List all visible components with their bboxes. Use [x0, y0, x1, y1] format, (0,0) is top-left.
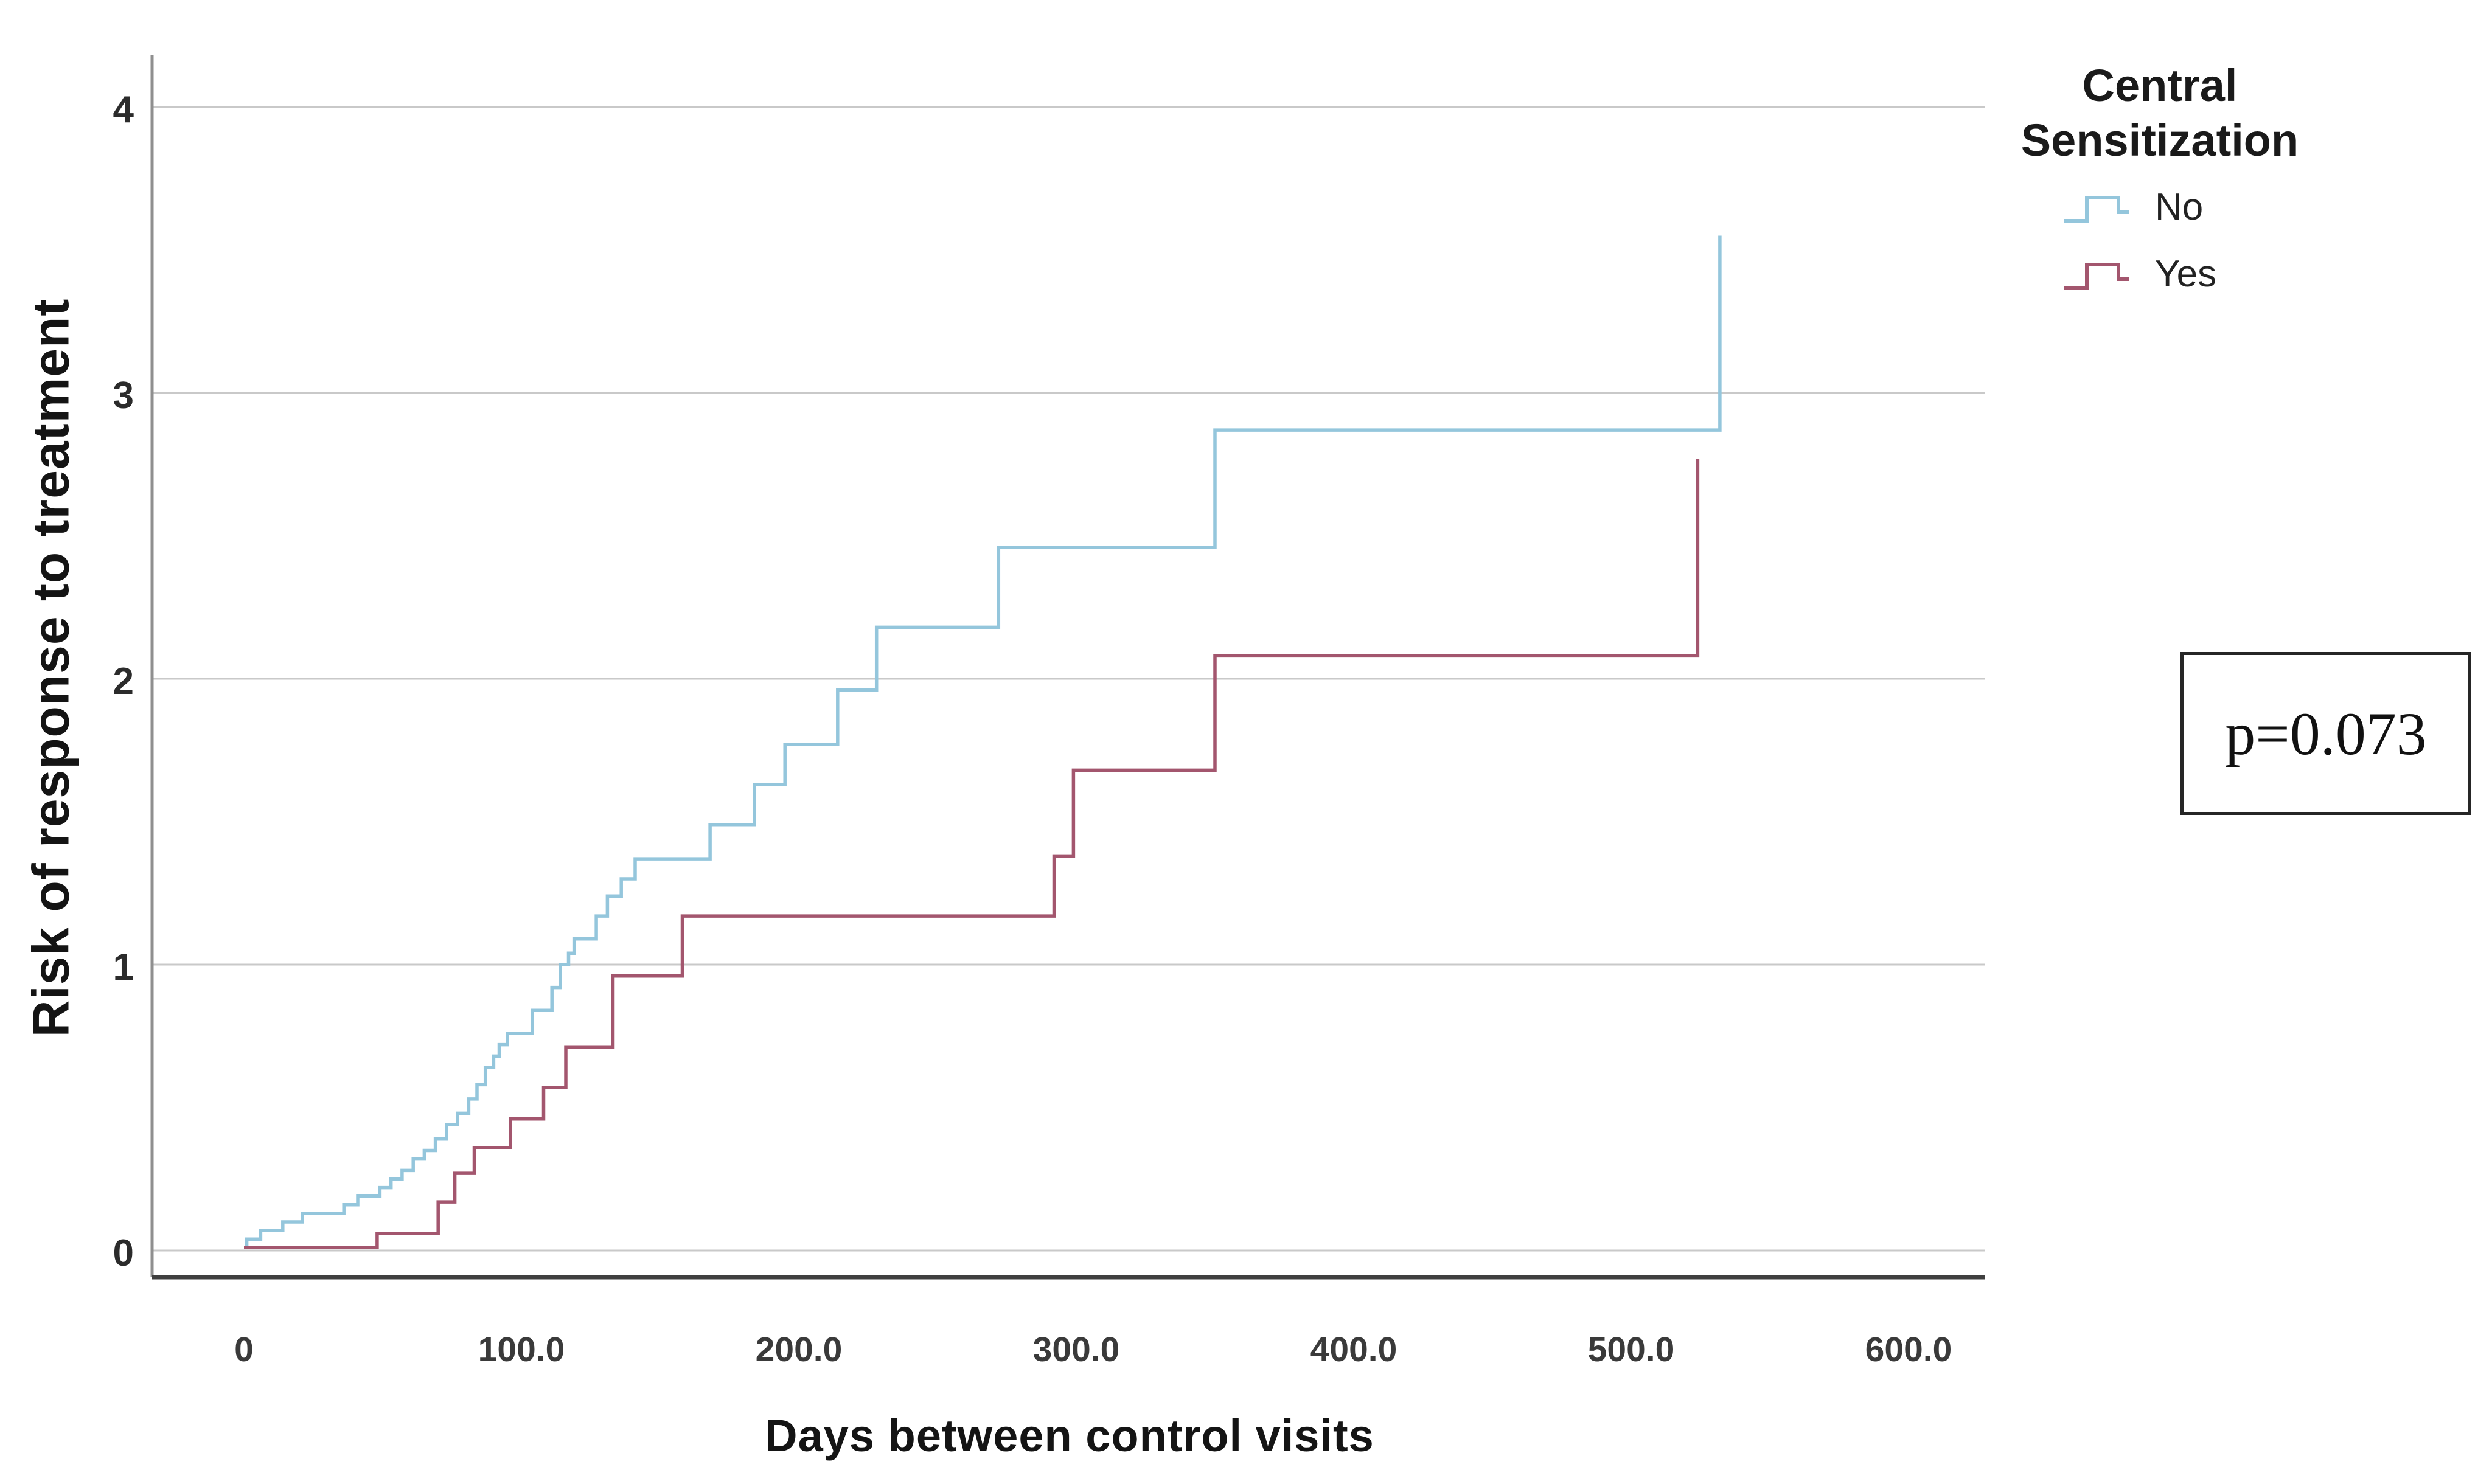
- step-line-icon: [2064, 262, 2129, 290]
- y-tick-label: 1: [113, 946, 134, 988]
- y-tick-label: 3: [113, 374, 134, 417]
- y-tick-label: 2: [113, 660, 134, 702]
- y-tick-label: 4: [113, 88, 134, 131]
- x-tick-label: 100.0: [478, 1330, 565, 1369]
- legend-title: Central Sensitization: [2002, 58, 2318, 168]
- x-tick-label: 400.0: [1310, 1330, 1397, 1369]
- x-tick-label: 0: [234, 1330, 254, 1369]
- x-tick-label: 500.0: [1587, 1330, 1675, 1369]
- series-curve-no: [245, 235, 1722, 1250]
- legend-item-label: No: [2155, 186, 2204, 229]
- legend: Central Sensitization No Yes: [2002, 58, 2464, 302]
- x-tick-label: 200.0: [755, 1330, 843, 1369]
- p-value-box: p=0.073: [2180, 652, 2471, 815]
- p-value-text: p=0.073: [2225, 699, 2427, 768]
- legend-title-line2: Sensitization: [2020, 115, 2299, 166]
- legend-item-label: Yes: [2155, 253, 2217, 296]
- gridlines: [152, 106, 1985, 1252]
- x-tick-label: 300.0: [1032, 1330, 1120, 1369]
- x-tick-label: 600.0: [1865, 1330, 1952, 1369]
- series-curve-yes: [244, 459, 1700, 1250]
- legend-item-yes: Yes: [2002, 246, 2379, 302]
- series-curves: [244, 235, 1722, 1250]
- y-tick-label: 0: [113, 1232, 134, 1274]
- legend-item-no: No: [2002, 179, 2379, 235]
- legend-title-line1: Central: [2082, 60, 2238, 111]
- x-axis-title: Days between control visits: [765, 1410, 1374, 1461]
- step-line-icon: [2064, 195, 2129, 223]
